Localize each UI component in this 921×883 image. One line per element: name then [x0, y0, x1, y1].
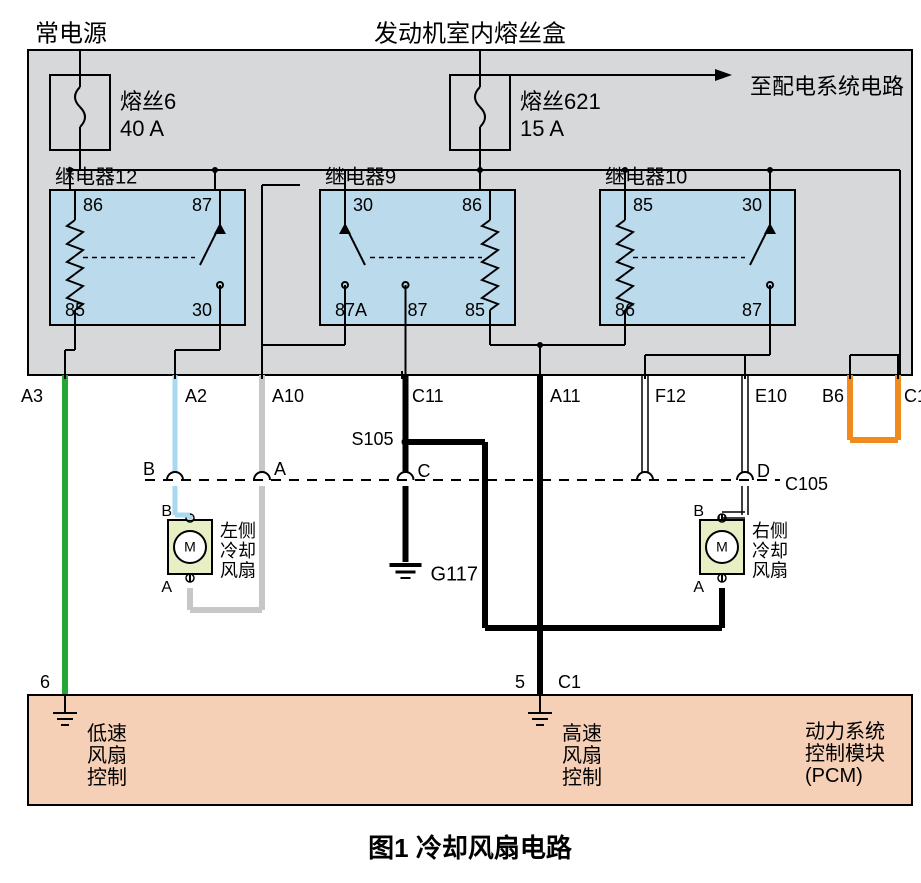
svg-text:继电器9: 继电器9	[325, 165, 396, 188]
svg-text:继电器10: 继电器10	[605, 165, 687, 188]
svg-text:M: M	[716, 539, 728, 555]
svg-text:A3: A3	[21, 386, 43, 406]
svg-text:左侧冷却风扇: 左侧冷却风扇	[220, 521, 256, 581]
svg-text:5: 5	[515, 672, 525, 692]
header-center: 发动机室内熔丝盒	[374, 20, 566, 47]
svg-text:F12: F12	[655, 386, 686, 406]
svg-text:30: 30	[192, 300, 212, 320]
svg-text:S105: S105	[351, 429, 393, 449]
svg-text:86: 86	[462, 195, 482, 215]
svg-text:87A: 87A	[335, 300, 367, 320]
to-distribution-label: 至配电系统电路	[750, 74, 904, 99]
svg-text:G117: G117	[431, 563, 478, 585]
svg-text:B: B	[693, 503, 704, 520]
svg-text:C105: C105	[785, 474, 828, 494]
svg-text:B: B	[143, 459, 155, 479]
svg-text:右侧冷却风扇: 右侧冷却风扇	[752, 521, 788, 581]
header-left: 常电源	[35, 20, 107, 47]
svg-text:30: 30	[353, 195, 373, 215]
svg-text:D: D	[757, 461, 770, 481]
wiring-diagram: 常电源发动机室内熔丝盒至配电系统电路熔丝640 A熔丝62115 A继电器128…	[10, 10, 921, 873]
svg-text:C: C	[418, 461, 431, 481]
svg-text:C1: C1	[558, 672, 581, 692]
svg-text:A11: A11	[550, 386, 581, 406]
svg-text:A: A	[274, 459, 286, 479]
svg-text:85: 85	[633, 195, 653, 215]
svg-text:A10: A10	[272, 386, 304, 406]
svg-text:C11: C11	[412, 386, 444, 406]
svg-text:30: 30	[742, 195, 762, 215]
svg-text:熔丝6: 熔丝6	[120, 89, 176, 114]
svg-text:87: 87	[408, 300, 428, 320]
svg-text:M: M	[184, 539, 196, 555]
svg-text:A2: A2	[185, 386, 207, 406]
svg-text:15 A: 15 A	[520, 116, 564, 141]
svg-text:86: 86	[83, 195, 103, 215]
svg-text:高速风扇控制: 高速风扇控制	[562, 722, 602, 789]
figure-title: 图1 冷却风扇电路	[368, 833, 573, 863]
svg-text:40 A: 40 A	[120, 116, 164, 141]
svg-text:A: A	[693, 579, 704, 596]
pcm-box	[28, 695, 912, 805]
svg-text:85: 85	[465, 300, 485, 320]
svg-text:E10: E10	[755, 386, 787, 406]
svg-text:低速风扇控制: 低速风扇控制	[87, 722, 127, 789]
svg-text:87: 87	[742, 300, 762, 320]
svg-text:B6: B6	[822, 386, 844, 406]
svg-text:C1: C1	[904, 386, 921, 406]
svg-text:熔丝621: 熔丝621	[520, 89, 601, 114]
svg-text:87: 87	[192, 195, 212, 215]
svg-text:6: 6	[40, 672, 50, 692]
svg-text:A: A	[161, 579, 172, 596]
svg-text:B: B	[161, 503, 172, 520]
